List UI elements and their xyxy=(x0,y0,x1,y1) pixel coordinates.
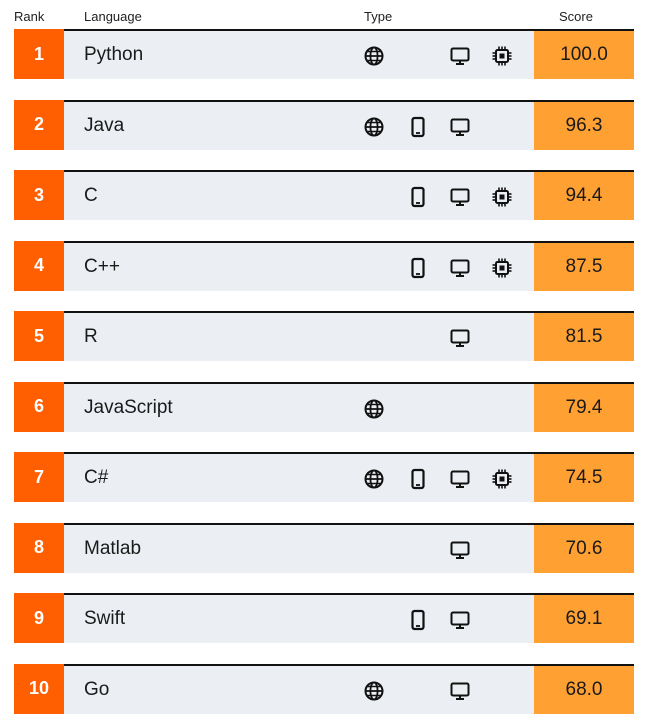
chip-icon xyxy=(491,186,513,208)
table-row[interactable]: 2 Java 96.3 xyxy=(14,99,634,150)
score-cell: 87.5 xyxy=(534,240,634,291)
chip-icon xyxy=(491,257,513,279)
language-cell: Python xyxy=(64,29,534,79)
table-row[interactable]: 4 C++ 87.5 xyxy=(14,240,634,291)
language-name: R xyxy=(84,326,98,347)
score-cell: 74.5 xyxy=(534,452,634,502)
monitor-icon xyxy=(449,680,471,702)
language-name: Python xyxy=(84,44,144,65)
monitor-icon xyxy=(449,116,471,138)
table-row[interactable]: 6 JavaScript 79.4 xyxy=(14,381,634,432)
score-cell: 81.5 xyxy=(534,311,634,361)
monitor-icon xyxy=(449,45,471,67)
smartphone-icon xyxy=(407,186,429,208)
rank-cell: 9 xyxy=(14,593,64,643)
globe-icon xyxy=(363,45,385,67)
score-cell: 68.0 xyxy=(534,663,634,714)
score-cell: 94.4 xyxy=(534,170,634,220)
monitor-icon xyxy=(449,186,471,208)
rank-cell: 5 xyxy=(14,311,64,361)
rank-cell: 4 xyxy=(14,240,64,291)
globe-icon xyxy=(363,680,385,702)
table-row[interactable]: 8 Matlab 70.6 xyxy=(14,522,634,573)
table-row[interactable]: 7 C# 74.5 xyxy=(14,452,634,502)
language-cell: Swift xyxy=(64,593,534,643)
table-row[interactable]: 10 Go 68.0 xyxy=(14,663,634,714)
smartphone-icon xyxy=(407,468,429,490)
score-cell: 96.3 xyxy=(534,99,634,150)
score-cell: 100.0 xyxy=(534,29,634,79)
globe-icon xyxy=(363,398,385,420)
rank-cell: 6 xyxy=(14,381,64,432)
monitor-icon xyxy=(449,539,471,561)
score-cell: 70.6 xyxy=(534,522,634,573)
language-name: Go xyxy=(84,678,110,700)
header-language[interactable]: Language xyxy=(84,9,142,24)
rank-cell: 2 xyxy=(14,99,64,150)
language-name: Java xyxy=(84,114,125,136)
rank-cell: 10 xyxy=(14,663,64,714)
table-row[interactable]: 1 Python 100.0 xyxy=(14,29,634,79)
score-cell: 79.4 xyxy=(534,381,634,432)
smartphone-icon xyxy=(407,116,429,138)
rank-cell: 3 xyxy=(14,170,64,220)
rank-cell: 8 xyxy=(14,522,64,573)
language-cell: R xyxy=(64,311,534,361)
language-cell: Matlab xyxy=(64,522,534,573)
table-row[interactable]: 3 C 94.4 xyxy=(14,170,634,220)
monitor-icon xyxy=(449,609,471,631)
globe-icon xyxy=(363,116,385,138)
language-cell: Java xyxy=(64,99,534,150)
language-name: C xyxy=(84,185,98,206)
language-name: C++ xyxy=(84,255,120,277)
language-name: C# xyxy=(84,467,109,488)
language-name: JavaScript xyxy=(84,396,173,418)
language-name: Swift xyxy=(84,608,126,629)
language-cell: C++ xyxy=(64,240,534,291)
globe-icon xyxy=(363,468,385,490)
header-rank[interactable]: Rank xyxy=(14,9,45,24)
header-type[interactable]: Type xyxy=(364,9,393,24)
rank-cell: 7 xyxy=(14,452,64,502)
score-cell: 69.1 xyxy=(534,593,634,643)
monitor-icon xyxy=(449,468,471,490)
chip-icon xyxy=(491,45,513,67)
language-cell: C# xyxy=(64,452,534,502)
table-row[interactable]: 5 R 81.5 xyxy=(14,311,634,361)
chip-icon xyxy=(491,468,513,490)
table-row[interactable]: 9 Swift 69.1 xyxy=(14,593,634,643)
language-cell: Go xyxy=(64,663,534,714)
smartphone-icon xyxy=(407,257,429,279)
header-score[interactable]: Score xyxy=(559,9,593,24)
language-cell: C xyxy=(64,170,534,220)
monitor-icon xyxy=(449,257,471,279)
rank-cell: 1 xyxy=(14,29,64,79)
monitor-icon xyxy=(449,327,471,349)
language-cell: JavaScript xyxy=(64,381,534,432)
table-header: Rank Language Type Score xyxy=(0,0,648,30)
language-name: Matlab xyxy=(84,537,142,559)
smartphone-icon xyxy=(407,609,429,631)
